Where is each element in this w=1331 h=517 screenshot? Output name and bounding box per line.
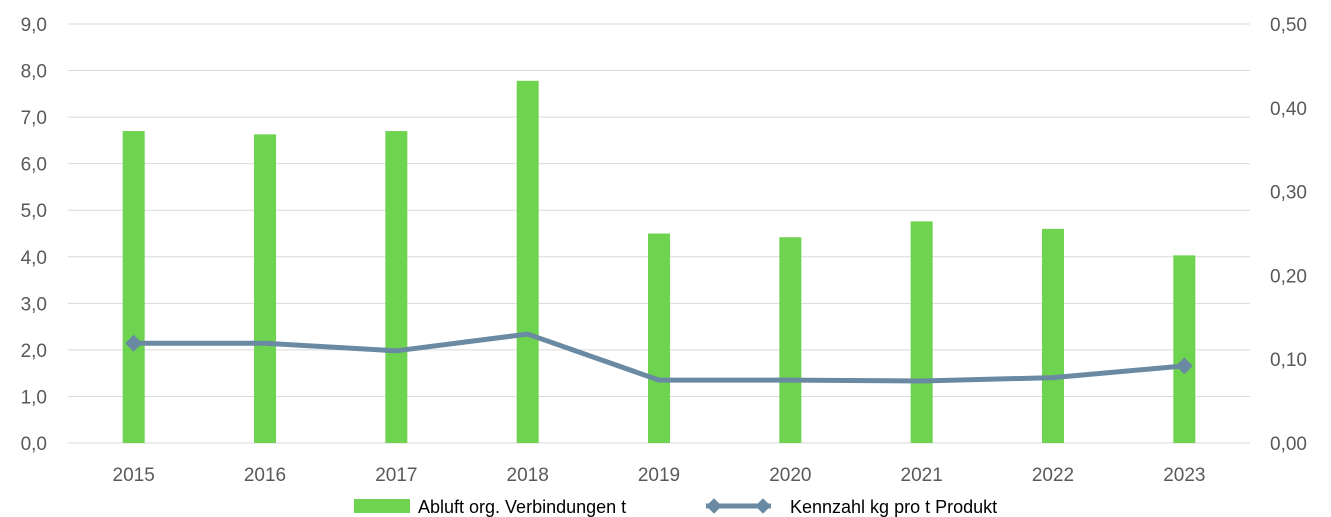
legend: Abluft org. Verbindungen t Kennzahl kg p… xyxy=(354,497,997,517)
bar xyxy=(779,237,802,443)
left-tick-label: 7,0 xyxy=(21,108,47,129)
left-tick-label: 5,0 xyxy=(21,201,47,222)
x-tick-label: 2021 xyxy=(901,465,943,486)
bar xyxy=(910,221,933,443)
x-tick-label: 2020 xyxy=(769,465,811,486)
left-tick-label: 1,0 xyxy=(21,387,47,408)
bar xyxy=(254,134,276,443)
bar xyxy=(1042,228,1064,443)
x-tick-label: 2018 xyxy=(507,465,549,486)
left-axis-ticks: 0,0 1,0 2,0 3,0 4,0 5,0 6,0 7,0 8,0 9,0 xyxy=(21,15,47,455)
left-tick-label: 0,0 xyxy=(21,434,47,455)
x-tick-label: 2017 xyxy=(375,465,417,486)
legend-label-line: Kennzahl kg pro t Produkt xyxy=(790,497,997,517)
legend-swatch-bar xyxy=(354,499,410,513)
left-tick-label: 2,0 xyxy=(21,341,47,362)
x-tick-label: 2019 xyxy=(638,465,680,486)
right-tick-label: 0,30 xyxy=(1270,183,1307,204)
line-path xyxy=(131,331,1187,384)
legend-marker-left xyxy=(706,498,722,514)
right-tick-label: 0,20 xyxy=(1270,266,1307,287)
right-tick-label: 0,10 xyxy=(1270,350,1307,371)
right-tick-label: 0,40 xyxy=(1270,99,1307,120)
legend-marker-right xyxy=(755,498,771,514)
left-tick-label: 3,0 xyxy=(21,294,47,315)
x-axis-ticks: 2015 2016 2017 2018 2019 2020 2021 2022 2023 xyxy=(113,465,1206,486)
bar xyxy=(385,131,408,444)
x-tick-label: 2022 xyxy=(1032,465,1074,486)
right-tick-label: 0,00 xyxy=(1270,434,1307,455)
x-tick-label: 2016 xyxy=(244,465,286,486)
bar xyxy=(648,233,670,443)
left-tick-label: 8,0 xyxy=(21,62,47,83)
left-tick-label: 6,0 xyxy=(21,155,47,176)
bar xyxy=(122,131,145,444)
x-tick-label: 2015 xyxy=(113,465,155,486)
right-tick-label: 0,50 xyxy=(1270,15,1307,36)
bar xyxy=(516,80,539,443)
left-tick-label: 4,0 xyxy=(21,248,47,269)
right-axis-ticks: 0,00 0,10 0,20 0,30 0,40 0,50 xyxy=(1270,15,1307,455)
bar-series xyxy=(122,80,1196,444)
bar xyxy=(1173,255,1196,443)
left-tick-label: 9,0 xyxy=(21,15,47,36)
legend-label-bar: Abluft org. Verbindungen t xyxy=(418,497,626,517)
line-marker xyxy=(125,334,143,352)
x-tick-label: 2023 xyxy=(1163,465,1205,486)
